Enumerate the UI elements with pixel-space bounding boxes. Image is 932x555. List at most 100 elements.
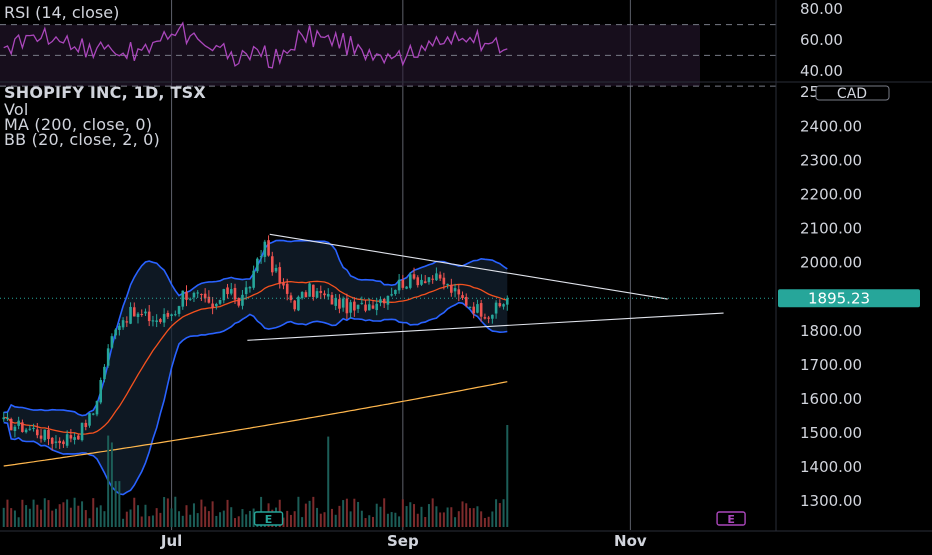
volume-bar <box>174 496 177 527</box>
candle-body <box>62 441 65 445</box>
volume-bar <box>502 499 505 527</box>
volume-bar <box>17 517 20 527</box>
volume-bar <box>181 515 184 527</box>
candle-body <box>293 300 296 310</box>
volume-bar <box>409 502 412 527</box>
candle-body <box>427 277 431 283</box>
volume-bar <box>166 498 169 527</box>
candle-body <box>2 417 6 420</box>
volume-bar <box>211 501 214 527</box>
candle-body <box>50 437 54 444</box>
candle-body <box>259 256 263 258</box>
volume-bar <box>450 507 453 527</box>
volume-bar <box>413 504 416 527</box>
volume-bar <box>163 497 166 527</box>
candle-body <box>401 279 405 288</box>
candle-body <box>174 314 177 316</box>
candle-body <box>36 429 39 436</box>
candle-body <box>442 277 446 285</box>
candle-body <box>364 304 367 311</box>
volume-bar <box>110 442 113 527</box>
candle-body <box>241 294 244 306</box>
candle-body <box>375 303 379 311</box>
volume-bar <box>349 511 352 527</box>
candle-body <box>405 286 408 289</box>
candle-body <box>498 303 502 307</box>
volume-bar <box>2 507 5 527</box>
candle-body <box>17 420 20 426</box>
volume-bar <box>129 509 132 527</box>
volume-bar <box>424 517 427 527</box>
volume-bar <box>151 515 154 527</box>
volume-bar <box>25 505 28 527</box>
candle-body <box>341 298 345 308</box>
volume-bar <box>495 499 498 527</box>
candle-body <box>229 289 233 294</box>
candle-body <box>73 437 76 440</box>
volume-bar <box>43 498 46 527</box>
rsi-tick-label: 80.00 <box>800 0 843 18</box>
candle-body <box>181 290 185 307</box>
price-tick-label: 1300.00 <box>800 492 862 510</box>
candle-body <box>326 294 330 297</box>
candle-body <box>297 296 300 311</box>
volume-bar <box>498 503 501 527</box>
candle-body <box>28 428 32 430</box>
volume-bar <box>36 504 39 527</box>
volume-bar <box>282 517 285 527</box>
candle-body <box>409 274 412 288</box>
ma-legend: MA (200, close, 0) <box>4 115 153 134</box>
candle-body <box>77 435 80 440</box>
volume-bar <box>491 511 494 527</box>
candle-body <box>188 298 192 300</box>
volume-bar <box>476 506 479 527</box>
candle-body <box>203 293 207 299</box>
volume-bar <box>357 501 360 527</box>
bb-legend: BB (20, close, 2, 0) <box>4 130 160 149</box>
volume-bar <box>427 504 430 527</box>
volume-bar <box>472 508 475 527</box>
candle-body <box>9 418 13 431</box>
candle-body <box>95 400 99 415</box>
volume-bar <box>480 511 483 527</box>
volume-bar <box>192 503 195 527</box>
candle-body <box>278 267 282 284</box>
earnings-marker-box <box>716 511 746 526</box>
candle-body <box>360 302 364 304</box>
candle-body <box>91 413 95 415</box>
candle-body <box>319 290 323 293</box>
volume-bar <box>21 499 24 527</box>
volume-bar <box>155 508 158 527</box>
volume-bar <box>316 507 319 527</box>
candle-body <box>88 413 91 426</box>
volume-bar <box>483 518 486 527</box>
volume-bar <box>88 518 91 527</box>
volume-bar <box>457 511 460 527</box>
volume-bar <box>487 516 490 527</box>
candle-body <box>397 279 401 291</box>
volume-bar <box>6 499 9 527</box>
bollinger-basis-line <box>3 280 508 435</box>
candle-body <box>491 314 494 319</box>
candle-body <box>39 435 43 439</box>
volume-bar <box>92 498 95 527</box>
candle-body <box>80 422 84 441</box>
candle-body <box>338 299 341 309</box>
candle-body <box>349 302 352 313</box>
volume-bar <box>222 510 225 527</box>
volume-bar <box>248 510 251 527</box>
price-tick-label: 2300.00 <box>800 151 862 169</box>
candle-body <box>43 429 47 441</box>
candle-body <box>502 304 505 307</box>
candle-body <box>450 284 453 293</box>
rsi-tick-label: 40.00 <box>800 62 843 80</box>
bollinger-fill <box>3 240 508 495</box>
volume-bar <box>506 425 509 527</box>
volume-bar <box>103 511 106 527</box>
volume-bar <box>301 517 304 527</box>
price-tick-label: 2000.00 <box>800 254 862 272</box>
volume-bar <box>386 513 389 527</box>
candle-body <box>192 292 196 298</box>
